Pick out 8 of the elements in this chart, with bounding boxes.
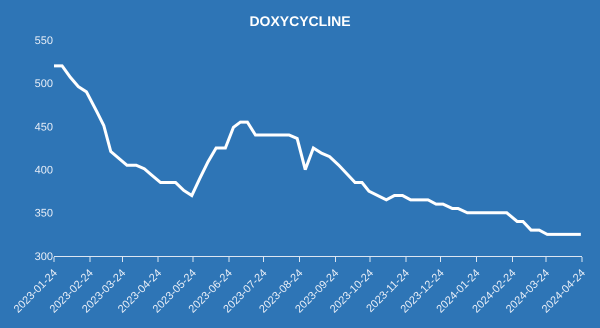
y-tick-label: 350 <box>34 208 53 220</box>
y-tick-label: 400 <box>34 164 53 176</box>
y-tick-label: 550 <box>34 34 53 47</box>
line-series <box>54 64 582 236</box>
y-tick-label: 500 <box>34 78 53 90</box>
chart-title: DOXYCYCLINE <box>249 13 351 30</box>
y-tick-label: 450 <box>34 121 53 134</box>
y-tick-label: 300 <box>34 250 53 263</box>
